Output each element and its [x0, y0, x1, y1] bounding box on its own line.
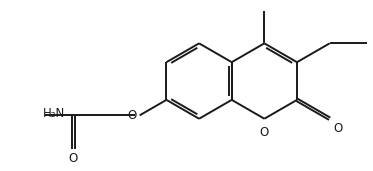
- Text: O: O: [260, 126, 269, 139]
- Text: O: O: [128, 109, 137, 122]
- Text: O: O: [69, 153, 78, 166]
- Text: H₂N: H₂N: [43, 107, 65, 120]
- Text: O: O: [333, 122, 343, 135]
